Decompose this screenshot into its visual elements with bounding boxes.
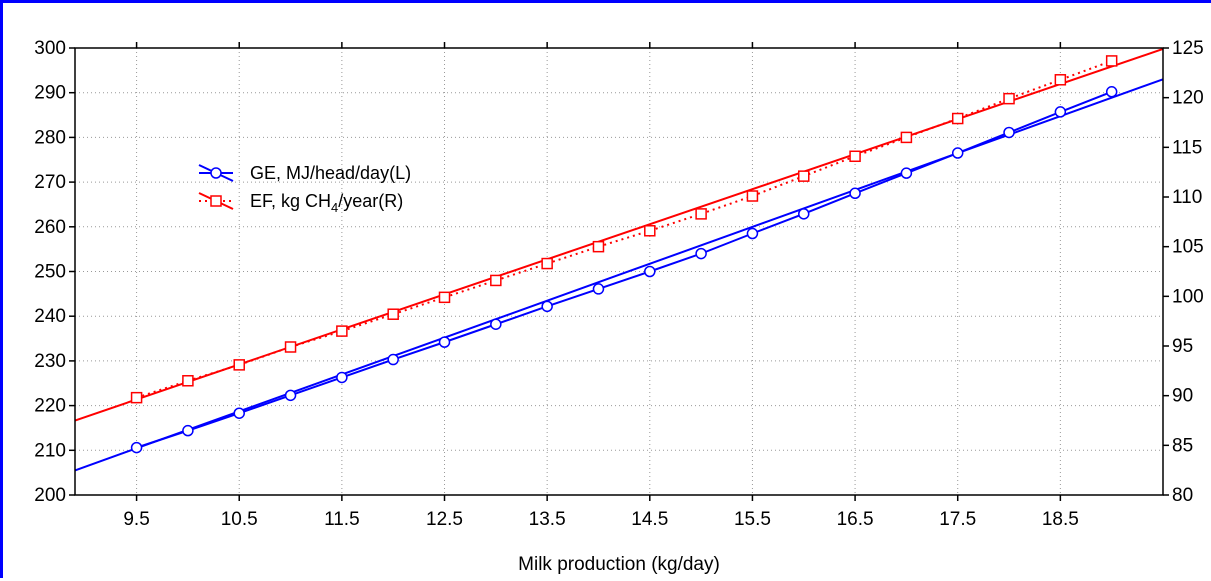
data-point-ge xyxy=(182,424,194,437)
data-point-ge xyxy=(951,147,964,159)
data-point-ge xyxy=(900,167,913,179)
data-point-ef xyxy=(592,240,605,253)
legend-ef-marker xyxy=(210,195,222,207)
right-axis-tick-label: 110 xyxy=(1172,187,1202,208)
right-axis-tick-label: 100 xyxy=(1172,286,1204,307)
data-point-ef xyxy=(541,257,553,270)
data-point-ge xyxy=(644,265,656,278)
legend-ef-label: EF, kg CH4/year(R) xyxy=(250,191,403,215)
data-point-ef xyxy=(438,291,451,304)
right-axis-tick-label: 80 xyxy=(1172,485,1193,506)
data-point-ge xyxy=(592,283,605,295)
data-point-ge xyxy=(130,441,143,454)
data-point-ef xyxy=(900,131,913,144)
data-point-ge xyxy=(1105,86,1118,98)
data-point-ef xyxy=(746,190,759,202)
data-point-ge xyxy=(1003,126,1015,139)
x-axis-tick-label: 17.5 xyxy=(939,509,976,530)
data-point-ge xyxy=(798,208,810,220)
trend-lines xyxy=(75,48,1163,472)
grid-lines xyxy=(75,47,1163,496)
data-point-ef xyxy=(233,359,245,371)
right-axis-tick-label: 120 xyxy=(1172,88,1204,109)
data-point-ef xyxy=(695,208,707,220)
data-point-ef xyxy=(1054,74,1067,86)
legend-ge-label: GE, MJ/head/day(L) xyxy=(250,163,411,183)
tick-labels: 200 210 220 230 240 250 260 270 280 290 300 80 85 90 9… xyxy=(34,38,1203,530)
x-axis-tick-label: 16.5 xyxy=(837,509,874,530)
left-axis-tick-label: 250 xyxy=(34,262,66,283)
series-line-ge xyxy=(136,90,1113,449)
data-point-ef xyxy=(798,170,810,182)
right-axis-tick-label: 90 xyxy=(1172,386,1193,407)
data-point-ef xyxy=(1105,55,1118,67)
left-axis-tick-label: 220 xyxy=(34,396,66,417)
data-point-ef xyxy=(1003,92,1015,105)
axis-ticks xyxy=(69,42,1169,501)
right-axis-tick-label: 85 xyxy=(1172,435,1193,456)
series-line-ef xyxy=(136,59,1113,399)
right-axis-tick-label: 105 xyxy=(1172,237,1204,258)
x-axis-tick-label: 13.5 xyxy=(529,509,566,530)
data-point-ef xyxy=(387,308,399,320)
left-axis-tick-label: 280 xyxy=(34,127,66,148)
data-point-ef xyxy=(182,375,194,387)
left-axis-tick-label: 210 xyxy=(34,440,66,461)
right-axis-tick-label: 115 xyxy=(1172,137,1202,158)
x-axis-title: Milk production (kg/day) xyxy=(518,554,720,575)
legend: GE, MJ/head/day(L) EF, kg CH4/year(R) xyxy=(198,163,411,215)
legend-ge-marker xyxy=(210,167,222,179)
x-axis-tick-label: 14.5 xyxy=(631,509,668,530)
fit-line-ef xyxy=(75,48,1163,422)
data-point-ef xyxy=(849,150,861,163)
x-axis-tick-label: 18.5 xyxy=(1042,509,1079,530)
left-axis-tick-label: 260 xyxy=(34,217,66,238)
data-point-ge xyxy=(438,336,451,348)
left-axis-tick-label: 200 xyxy=(34,485,66,506)
data-point-ef xyxy=(130,391,143,404)
x-axis-tick-label: 15.5 xyxy=(734,509,771,530)
data-point-ef xyxy=(644,225,656,237)
x-axis-tick-label: 12.5 xyxy=(426,509,463,530)
data-point-ge xyxy=(746,227,759,240)
left-axis-tick-label: 290 xyxy=(34,83,66,104)
left-axis-tick-label: 300 xyxy=(34,38,66,59)
x-axis-tick-label: 11.5 xyxy=(324,509,360,530)
right-axis-tick-label: 125 xyxy=(1172,38,1204,59)
data-point-ge xyxy=(233,407,245,419)
x-axis-tick-label: 9.5 xyxy=(123,509,149,530)
data-point-ge xyxy=(387,353,399,366)
right-axis-tick-label: 95 xyxy=(1172,336,1193,357)
data-point-ef xyxy=(951,112,964,125)
left-axis-tick-label: 230 xyxy=(34,351,66,372)
data-point-ge xyxy=(1054,106,1067,118)
data-point-ge xyxy=(541,300,553,313)
data-point-ef xyxy=(284,341,297,353)
dual-axis-line-chart: 200 210 220 230 240 250 260 270 280 290 300 80 85 90 9… xyxy=(34,38,1203,575)
left-axis-tick-label: 270 xyxy=(34,172,66,193)
data-point-ge xyxy=(695,247,707,260)
data-point-ef xyxy=(490,274,502,287)
x-axis-tick-label: 10.5 xyxy=(221,509,258,530)
data-point-ge xyxy=(849,187,861,200)
data-series xyxy=(130,55,1118,454)
data-point-ef xyxy=(336,325,348,337)
data-point-ge xyxy=(336,371,348,384)
data-point-ge xyxy=(284,389,297,402)
data-point-ge xyxy=(490,318,502,330)
left-axis-tick-label: 240 xyxy=(34,306,66,327)
